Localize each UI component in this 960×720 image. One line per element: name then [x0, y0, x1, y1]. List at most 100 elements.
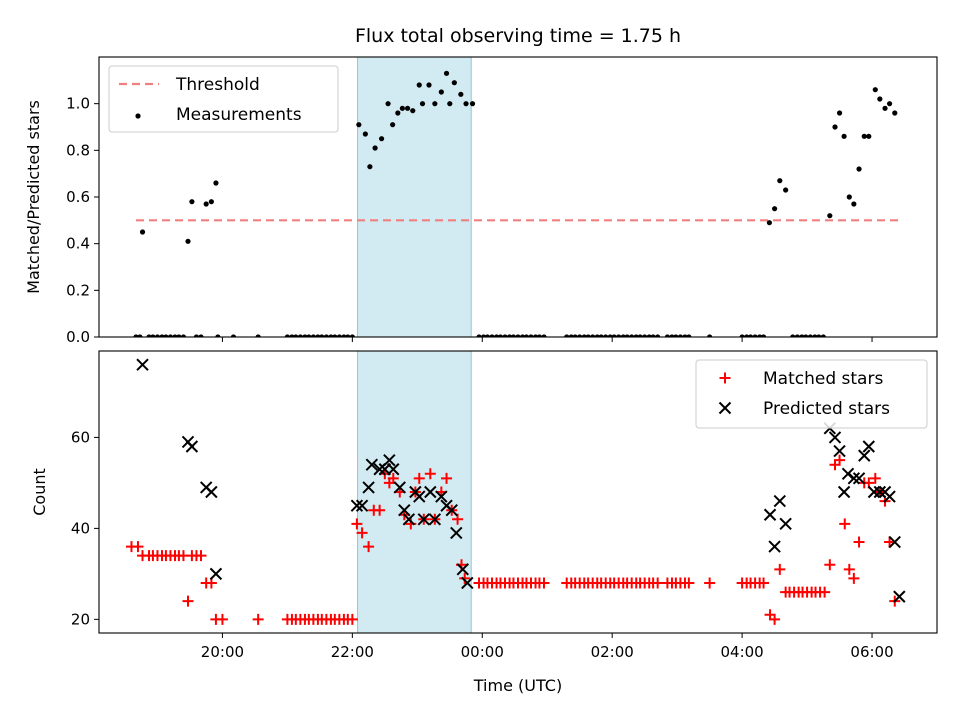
predicted-star-marker [883, 490, 896, 503]
top-observing-window-shade [357, 56, 472, 338]
measurement-point [536, 334, 543, 337]
matched-star-marker [182, 595, 194, 607]
bottom-legend: Matched stars Predicted stars [695, 359, 928, 429]
measurement-point [476, 334, 482, 337]
measurement-point [820, 334, 826, 337]
measurement-point [399, 105, 405, 111]
legend-label: Threshold [175, 75, 260, 95]
measurement-point [752, 334, 758, 337]
measurement-point [323, 334, 329, 337]
predicted-star-marker [350, 499, 364, 512]
measurement-point [497, 334, 504, 337]
measurement-point [677, 334, 684, 337]
measurement-point [777, 178, 783, 184]
measurement-point [739, 334, 745, 337]
x-tick-label: 00:00 [461, 643, 504, 661]
matched-star-marker [346, 613, 358, 625]
top-y-axis-title: Matched/Predicted stars [24, 100, 43, 294]
measurement-point [484, 334, 491, 337]
top-y-tick-label: 0.2 [66, 281, 90, 299]
matched-star-marker [356, 527, 368, 539]
measurement-point [404, 105, 411, 111]
bottom-plot-area [125, 358, 906, 625]
measurement-point [502, 334, 508, 337]
measurement-point [302, 334, 308, 337]
measurement-point [356, 122, 362, 128]
measurement-point [341, 334, 347, 337]
legend-box [108, 65, 339, 133]
top-y-tick-label: 0.8 [66, 141, 90, 159]
matched-star-marker [843, 563, 855, 575]
predicted-star-marker [209, 567, 223, 581]
measurement-point [319, 334, 325, 337]
measurement-point [528, 334, 534, 337]
measurement-point [451, 80, 457, 86]
predicted-star-marker [413, 490, 426, 503]
predicted-star-marker [205, 485, 218, 499]
measurement-point [515, 334, 521, 337]
measurement-point [794, 334, 800, 337]
measurement-point [757, 334, 763, 337]
matched-star-marker [452, 513, 464, 525]
matched-star-marker [351, 518, 363, 530]
measurement-point [827, 213, 833, 219]
measurement-point [489, 334, 495, 337]
measurement-point [892, 110, 898, 116]
top-y-tick-label: 0.6 [66, 188, 90, 206]
measurement-point [877, 96, 883, 102]
measurement-point [185, 238, 191, 244]
x-axis-title: Time (UTC) [473, 676, 562, 695]
x-tick-label: 20:00 [201, 643, 244, 661]
measurement-point [345, 334, 351, 337]
measurement-point [541, 334, 547, 337]
predicted-star-marker [893, 590, 906, 603]
legend-measurement-swatch [135, 113, 141, 119]
matched-star-marker [853, 536, 865, 548]
legend-predicted-swatch [718, 401, 732, 415]
matched-star-marker [363, 541, 375, 553]
measurement-point [594, 334, 600, 337]
predicted-star-marker [873, 485, 887, 499]
measurement-point [432, 101, 438, 107]
measurement-point [215, 334, 221, 337]
measurement-point [203, 201, 209, 207]
measurement-point [686, 334, 692, 337]
measurement-point [328, 334, 334, 337]
measurement-point [744, 334, 750, 337]
measurement-point [367, 164, 373, 170]
matched-star-marker [459, 572, 471, 584]
measurement-point [395, 110, 401, 116]
measurement-point [851, 201, 857, 207]
legend-label: Matched stars [763, 369, 883, 389]
measurement-point [629, 334, 635, 337]
measurement-point [585, 334, 591, 337]
matched-star-marker [195, 550, 207, 562]
measurement-point [390, 122, 396, 128]
measurement-point [167, 334, 174, 337]
predicted-star-marker [456, 563, 469, 576]
predicted-star-marker [387, 463, 400, 476]
measurement-point [163, 334, 169, 337]
measurement-point [590, 334, 596, 337]
matched-star-marker [652, 577, 664, 589]
measurement-point [416, 82, 422, 88]
measurement-point [664, 334, 671, 337]
measurement-point [682, 334, 688, 337]
predicted-star-marker [858, 449, 871, 462]
measurement-point [426, 82, 432, 88]
measurement-point [315, 334, 321, 337]
measurement-point [799, 334, 805, 337]
measurement-point [841, 133, 847, 139]
predicted-star-marker [450, 526, 463, 540]
predicted-star-marker [833, 444, 846, 458]
measurement-point [598, 334, 604, 337]
matched-star-marker [848, 572, 860, 584]
measurement-point [673, 334, 679, 337]
measurement-point [812, 334, 818, 337]
measurement-point [620, 334, 626, 337]
bottom-axes-frame [98, 350, 938, 634]
measurement-point [872, 87, 878, 93]
matched-star-marker [441, 472, 453, 484]
measurement-point [458, 91, 464, 97]
matched-star-marker [252, 613, 264, 625]
